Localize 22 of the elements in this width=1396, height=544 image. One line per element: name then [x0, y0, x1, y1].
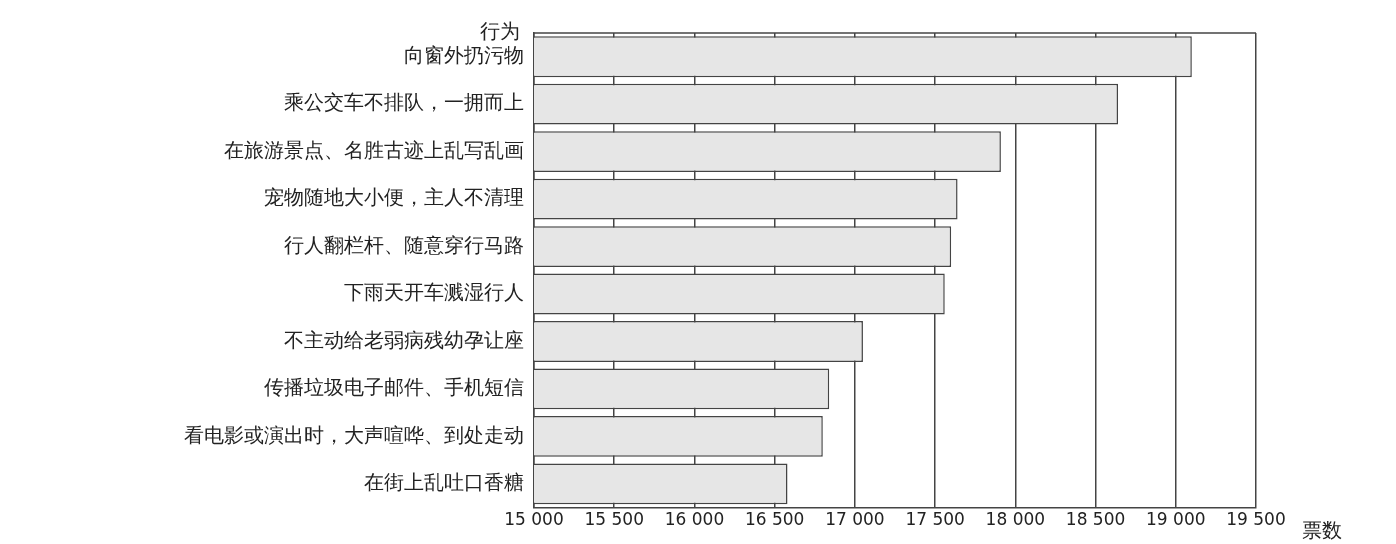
y-tick-label: 下雨天开车溅湿行人 — [344, 280, 524, 305]
x-tick-label: 17 000 — [825, 509, 885, 530]
y-tick-label: 行人翻栏杆、随意穿行马路 — [284, 232, 524, 257]
y-tick-label: 向窗外扔污物 — [404, 42, 524, 67]
x-tick-label: 16 000 — [664, 509, 725, 530]
y-tick-label: 在旅游景点、名胜古迹上乱写乱画 — [224, 137, 524, 162]
x-tick-label: 19 500 — [1226, 509, 1286, 530]
x-tick-label: 15 500 — [584, 509, 644, 530]
x-tick-label: 16 500 — [744, 509, 805, 530]
x-tick-label: 18 500 — [1065, 509, 1126, 530]
x-axis-title: 票数 — [1302, 517, 1342, 542]
y-axis-title: 行为 — [480, 19, 520, 44]
y-tick-label: 宠物随地大小便，主人不清理 — [264, 185, 524, 210]
x-tick-label: 17 500 — [905, 509, 965, 530]
y-tick-label: 看电影或演出时，大声喧哗、到处走动 — [184, 422, 524, 447]
x-tick-label: 19 000 — [1146, 509, 1206, 530]
y-tick-label: 乘公交车不排队，一拥而上 — [284, 90, 524, 115]
y-tick-label: 不主动给老弱病残幼孕让座 — [284, 327, 524, 352]
y-tick-label: 传播垃圾电子邮件、手机短信 — [264, 375, 524, 400]
y-tick-label: 在街上乱吐口香糖 — [364, 470, 524, 495]
x-tick-label: 18 000 — [985, 509, 1046, 530]
x-tick-label: 15 000 — [504, 509, 564, 530]
